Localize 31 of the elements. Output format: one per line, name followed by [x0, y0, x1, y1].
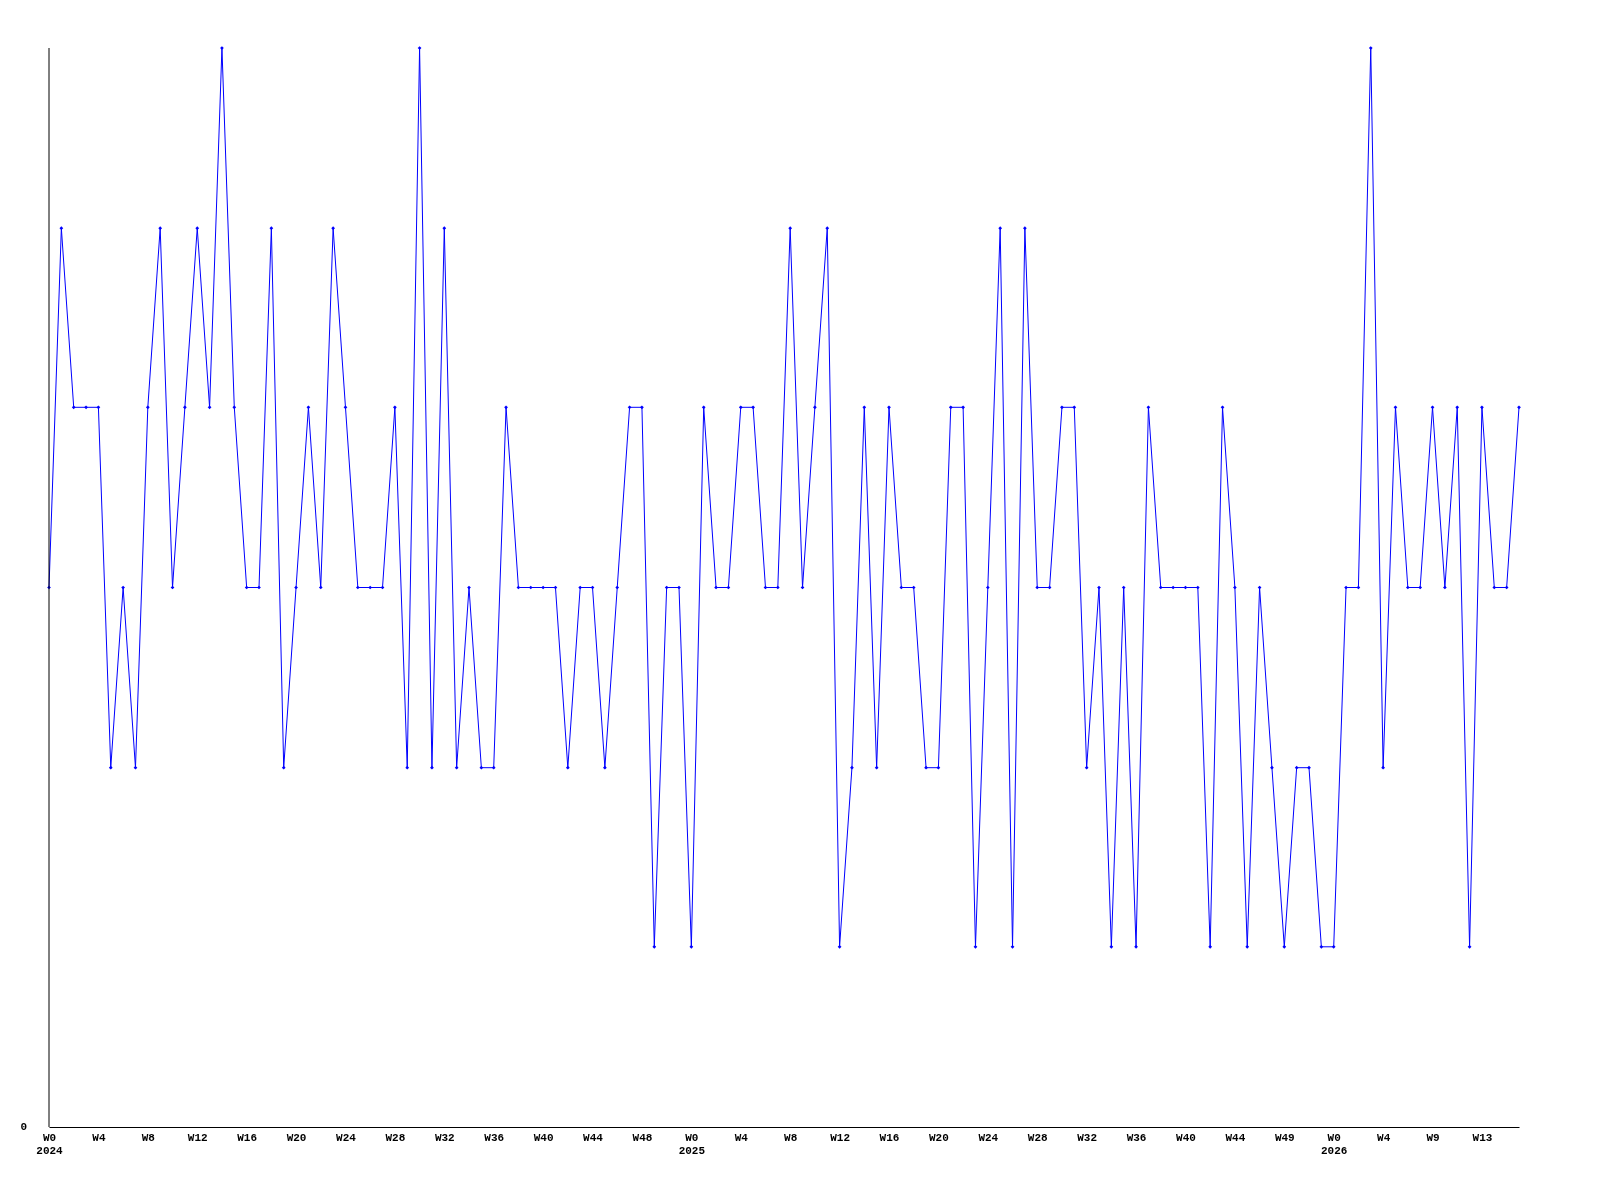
- x-tick-label: W49: [1274, 1131, 1295, 1144]
- x-tick-label: W0 2025: [678, 1131, 706, 1157]
- x-tick-label: W44: [1225, 1131, 1246, 1144]
- x-tick-label: W4: [734, 1131, 749, 1144]
- x-tick-label: W8: [141, 1131, 156, 1144]
- x-tick-label: W16: [879, 1131, 900, 1144]
- x-tick-label: W8: [784, 1131, 798, 1144]
- x-tick-label: W4: [92, 1131, 106, 1144]
- x-tick-label: W16: [237, 1131, 258, 1144]
- x-tick-label: W28: [385, 1131, 406, 1144]
- x-tick-label: W36: [1126, 1131, 1147, 1144]
- text: 0: [20, 1121, 27, 1133]
- x-tick-label: W40: [1176, 1131, 1196, 1144]
- x-tick-label: W12: [830, 1131, 850, 1144]
- x-tick-label: W9: [1426, 1131, 1440, 1144]
- x-tick-label: W0 2024: [36, 1131, 64, 1157]
- x-tick-label: W48: [632, 1131, 653, 1144]
- x-tick-label: W24: [978, 1131, 999, 1144]
- x-tick-label: W32: [434, 1131, 455, 1144]
- x-tick-label: W0 2026: [1321, 1131, 1348, 1157]
- x-tick-label: W40: [533, 1131, 554, 1144]
- x-tick-label: W24: [336, 1131, 357, 1144]
- x-tick-label: W20: [286, 1131, 307, 1144]
- x-tick-label: W32: [1077, 1131, 1098, 1144]
- x-tick-label: W36: [484, 1131, 505, 1144]
- x-tick-label: W4: [1377, 1131, 1391, 1144]
- x-tick-label: W12: [187, 1131, 208, 1144]
- x-tick-label: W13: [1472, 1131, 1493, 1144]
- x-tick-label: W20: [929, 1131, 949, 1144]
- x-tick-label: W44: [583, 1131, 604, 1144]
- x-tick-label: W28: [1027, 1131, 1049, 1144]
